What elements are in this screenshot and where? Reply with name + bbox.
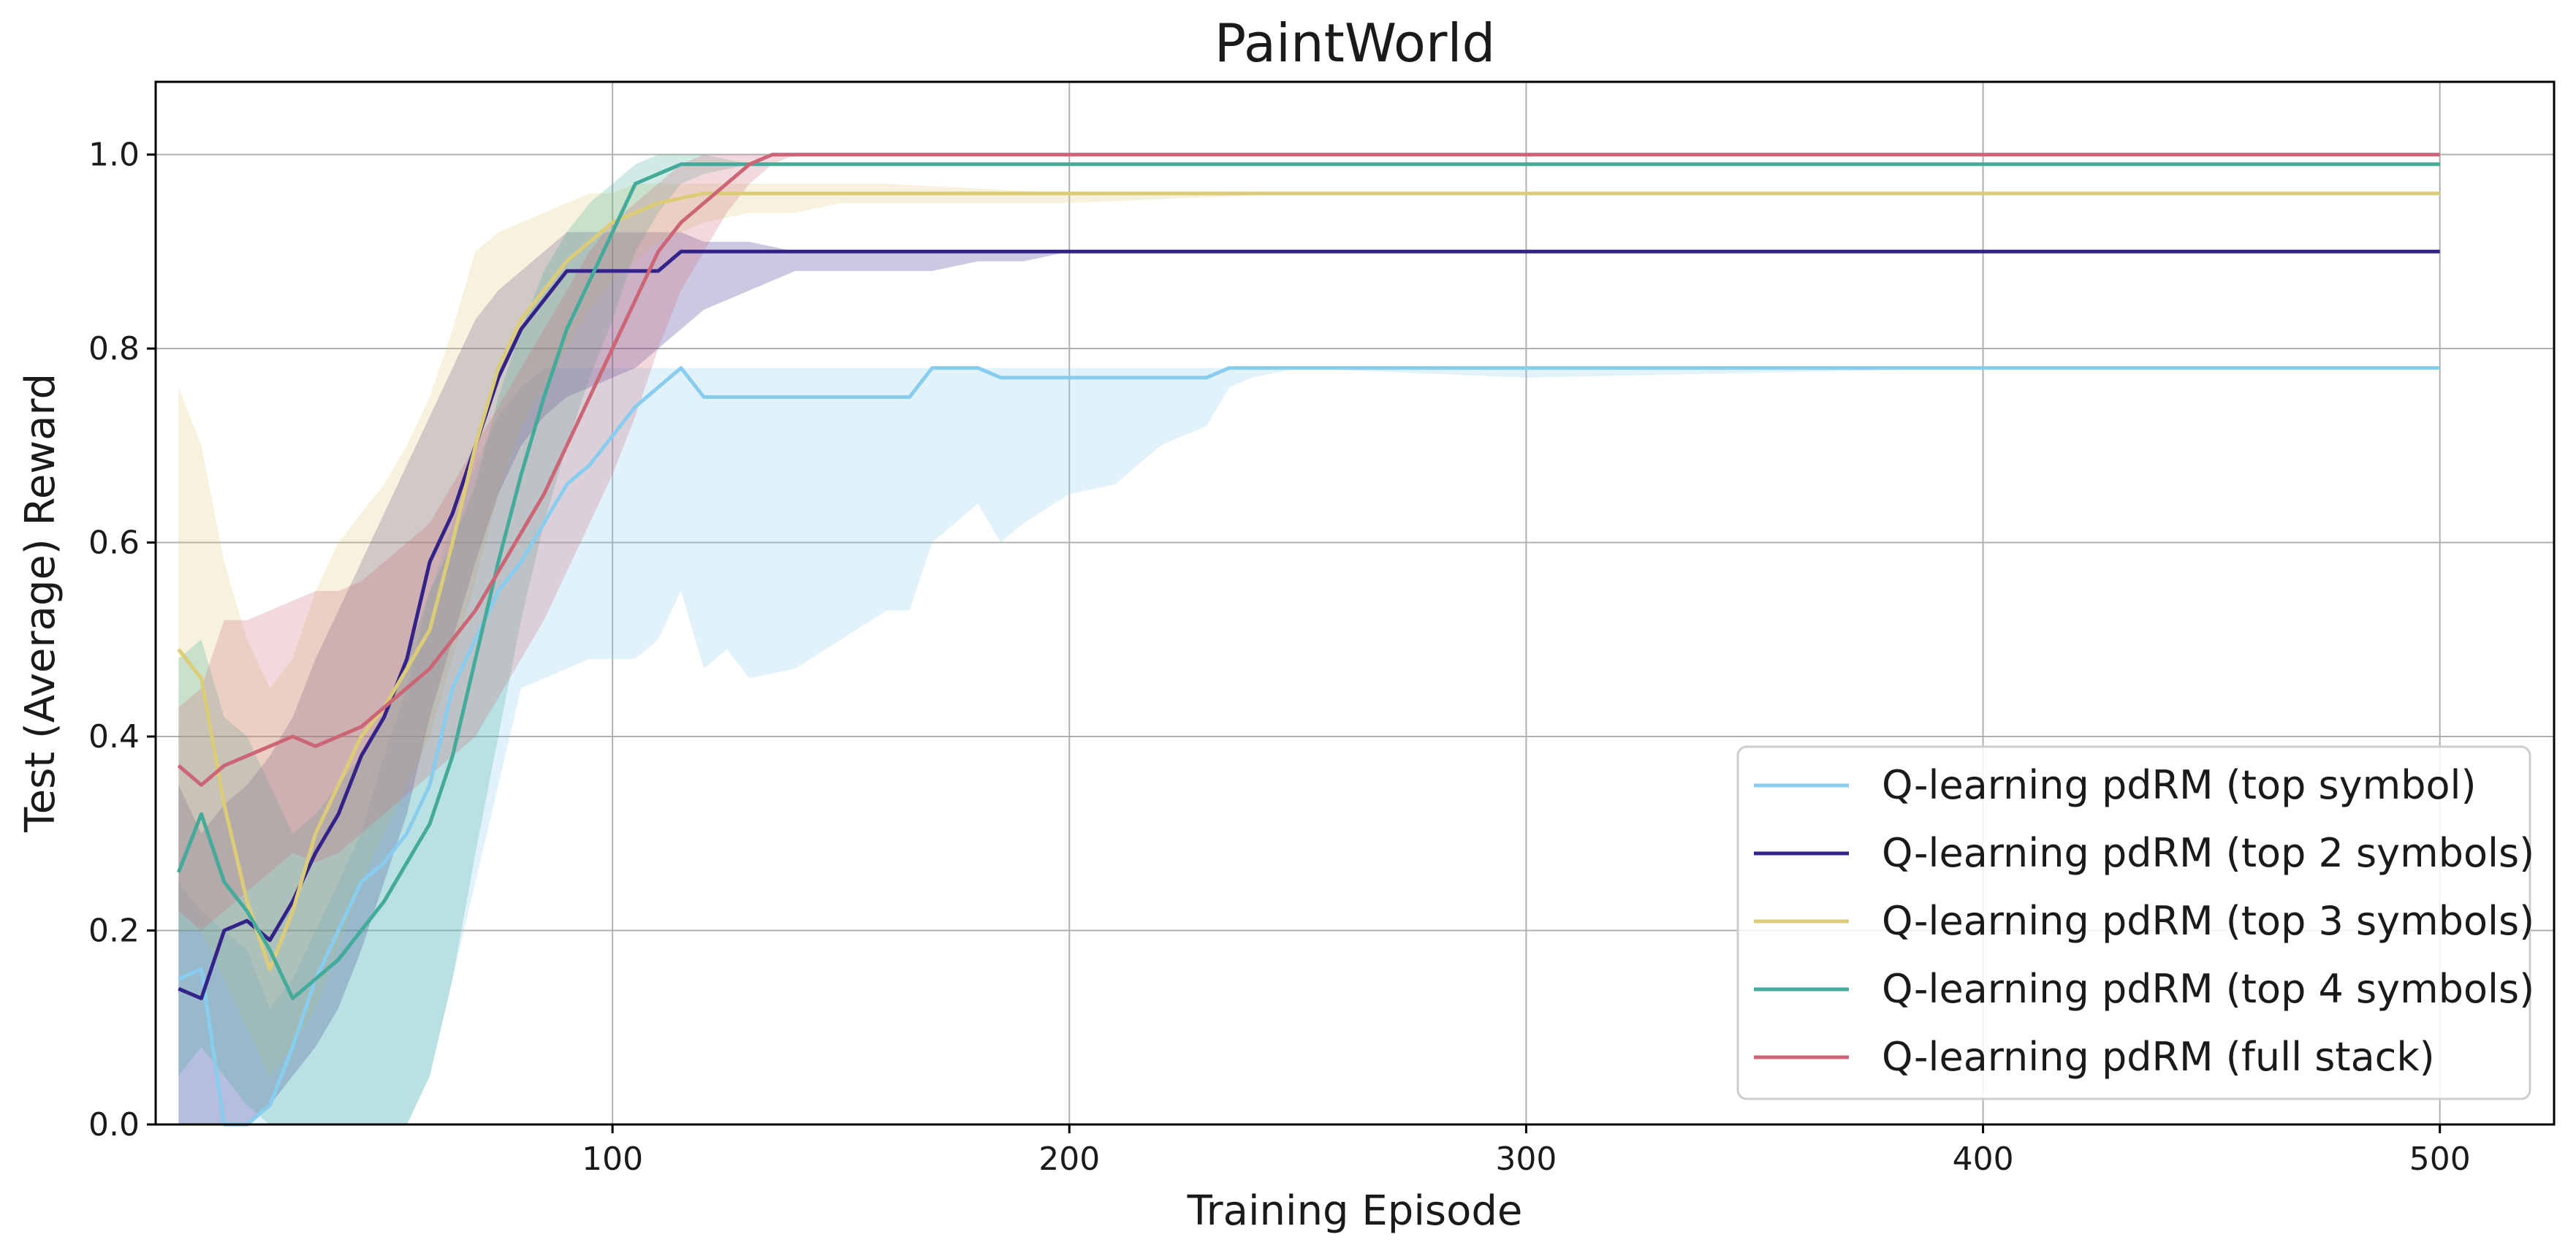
x-axis-title: Training Episode	[1187, 1187, 1523, 1235]
y-tick-label: 1.0	[88, 137, 140, 174]
legend-label: Q-learning pdRM (top 4 symbols)	[1882, 966, 2534, 1012]
x-tick-label: 300	[1495, 1141, 1557, 1178]
y-axis-title: Test (Average) Reward	[17, 373, 64, 833]
confidence-bands	[178, 154, 2440, 1125]
legend-label: Q-learning pdRM (top 2 symbols)	[1882, 830, 2534, 876]
y-tick-label: 0.8	[88, 330, 140, 368]
y-tick-label: 0.4	[88, 718, 140, 755]
series-line	[178, 249, 2440, 1000]
legend-frame	[1736, 745, 2531, 1100]
x-tick-label: 500	[2409, 1141, 2471, 1178]
confidence-band	[178, 154, 2440, 1125]
x-tick-label: 400	[1953, 1141, 2014, 1178]
series-line	[177, 191, 2440, 972]
x-tick-label: 200	[1038, 1141, 1100, 1178]
legend: Q-learning pdRM (top symbol) Q-learning p…	[1736, 745, 2534, 1100]
plot-frame	[154, 80, 2556, 1126]
legend-label: Q-learning pdRM (top 3 symbols)	[1882, 898, 2534, 944]
y-tick-label: 0.0	[88, 1106, 140, 1143]
y-tick-label: 0.2	[88, 913, 140, 950]
y-axis-ticks: 0.0 0.2 0.4 0.6 0.8 1.0	[88, 137, 156, 1143]
series-line	[177, 153, 2440, 787]
legend-label: Q-learning pdRM (full stack)	[1882, 1034, 2435, 1080]
series-lines	[176, 153, 2440, 1127]
x-axis-ticks: 100 200 300 400 500	[582, 1124, 2471, 1178]
x-tick-label: 100	[582, 1141, 643, 1178]
confidence-band	[178, 368, 2440, 1125]
series-line	[178, 366, 2440, 1127]
legend-label: Q-learning pdRM (top symbol)	[1882, 762, 2477, 808]
series-line	[176, 162, 2440, 1000]
chart-title: PaintWorld	[1215, 12, 1496, 74]
y-tick-label: 0.6	[88, 525, 140, 562]
